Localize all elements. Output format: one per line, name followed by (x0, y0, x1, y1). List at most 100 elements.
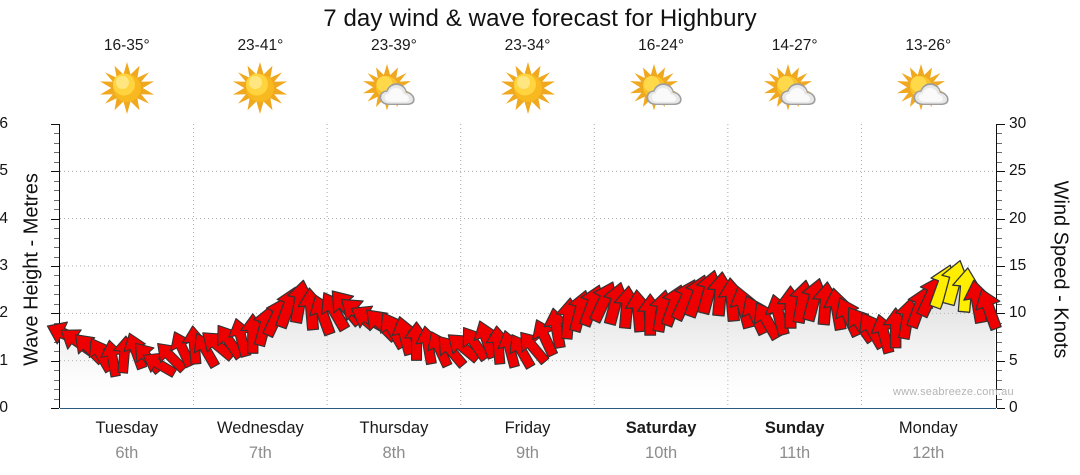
axis-tick (997, 124, 1005, 125)
axis-tick (51, 124, 59, 125)
axis-tick (51, 360, 59, 362)
temperature-range: 14-27° (771, 37, 818, 54)
axis-minor-tick (997, 190, 1002, 192)
axis-tick-label: 3 (0, 257, 8, 274)
axis-minor-tick (54, 370, 59, 372)
day-date: 7th (248, 444, 272, 462)
axis-minor-tick (997, 133, 1002, 135)
axis-minor-tick (997, 379, 1002, 381)
axis-minor-tick (54, 322, 59, 324)
axis-tick (51, 266, 59, 267)
day-name: Monday (898, 419, 958, 437)
axis-tick-label: 5 (1009, 351, 1018, 369)
day-label-cell: Monday 12th (861, 416, 995, 465)
axis-minor-tick (997, 341, 1002, 343)
axis-minor-tick (997, 332, 1002, 334)
axis-tick (997, 313, 1005, 315)
axis-tick (997, 360, 1005, 362)
wind-arrow-series (46, 259, 1002, 378)
axis-minor-tick (997, 209, 1002, 211)
axis-tick-label: 25 (1009, 162, 1027, 180)
day-name: Friday (504, 419, 551, 437)
axis-tick (997, 218, 1005, 220)
axis-tick (51, 313, 59, 315)
axis-line (996, 124, 997, 408)
partly-cloudy-icon (763, 64, 816, 111)
axis-minor-tick (54, 284, 59, 286)
day-date: 11th (779, 444, 811, 462)
axis-tick (51, 218, 59, 220)
axis-tick-label: 5 (0, 162, 8, 180)
wave-height-axis: 0 1 2 3 4 5 6 (0, 116, 60, 415)
axis-minor-tick (997, 275, 1002, 277)
wind-arrow (975, 288, 1002, 331)
axis-minor-tick (54, 398, 59, 400)
axis-tick (51, 171, 59, 173)
axis-tick (997, 408, 1005, 409)
axis-tick-label: 20 (1009, 209, 1027, 227)
day-label-cell: Thursday 8th (327, 416, 461, 465)
day-label-cell: Saturday 10th (594, 416, 728, 465)
axis-minor-tick (997, 161, 1002, 163)
temperature-range: 16-24° (638, 37, 685, 54)
axis-minor-tick (54, 161, 59, 163)
day-name: Tuesday (95, 419, 159, 437)
day-name: Wednesday (216, 419, 304, 437)
axis-minor-tick (997, 398, 1002, 400)
axis-tick-label: 30 (1009, 115, 1027, 132)
axis-minor-tick (997, 142, 1002, 144)
axis-minor-tick (997, 228, 1002, 230)
wave-height-axis-title: Wave Height - Metres (20, 173, 43, 366)
day-date: 6th (115, 444, 139, 462)
axis-minor-tick (54, 303, 59, 305)
axis-minor-tick (997, 370, 1002, 372)
day-header-cell: 14-27° (728, 36, 862, 124)
axis-minor-tick (54, 379, 59, 381)
x-axis-baseline (60, 408, 996, 409)
axis-tick-label: 0 (1009, 399, 1018, 416)
wind-speed-axis-title: Wind Speed - Knots (1049, 180, 1072, 359)
page-title: 7 day wind & wave forecast for Highbury (323, 5, 757, 32)
axis-line (59, 124, 60, 408)
wind-speed-axis: 0 5 10 15 20 25 30 (995, 116, 1055, 415)
temperature-range: 23-41° (237, 37, 284, 54)
day-name: Sunday (764, 419, 825, 437)
day-header-cell: 16-35° (60, 36, 194, 124)
day-header-cell: 13-26° (861, 36, 995, 124)
axis-tick-label: 0 (0, 399, 8, 416)
plot-area (46, 124, 1002, 408)
day-header-cell: 16-24° (594, 36, 728, 124)
axis-minor-tick (54, 209, 59, 211)
temperature-range: 23-34° (504, 37, 551, 54)
axis-minor-tick (54, 351, 59, 353)
axis-minor-tick (997, 284, 1002, 286)
day-date: 9th (516, 444, 539, 462)
axis-minor-tick (54, 190, 59, 192)
watermark: www.seabreeze.com.au (893, 386, 1014, 398)
axis-minor-tick (997, 152, 1002, 154)
axis-tick-label: 15 (1009, 257, 1027, 274)
day-date: 10th (645, 444, 678, 462)
day-label-cell: Sunday 11th (728, 416, 862, 465)
axis-tick-label: 1 (0, 351, 8, 369)
day-date: 12th (912, 444, 945, 462)
axis-minor-tick (997, 303, 1002, 305)
partly-cloudy-icon (630, 64, 682, 111)
partly-cloudy-icon (362, 64, 415, 111)
sunny-icon (500, 62, 555, 114)
axis-minor-tick (997, 256, 1002, 258)
axis-minor-tick (54, 389, 59, 391)
temperature-range: 13-26° (905, 37, 952, 54)
axis-minor-tick (54, 199, 59, 201)
axis-minor-tick (997, 389, 1002, 391)
wind-arrow (123, 332, 148, 371)
axis-tick (997, 171, 1005, 173)
axis-tick-label: 4 (0, 209, 8, 227)
sunny-icon (233, 62, 288, 114)
temperature-range: 16-35° (103, 37, 150, 54)
axis-minor-tick (54, 228, 59, 230)
day-header-cell: 23-34° (461, 36, 595, 124)
day-date: 8th (382, 444, 406, 462)
axis-minor-tick (997, 180, 1002, 182)
